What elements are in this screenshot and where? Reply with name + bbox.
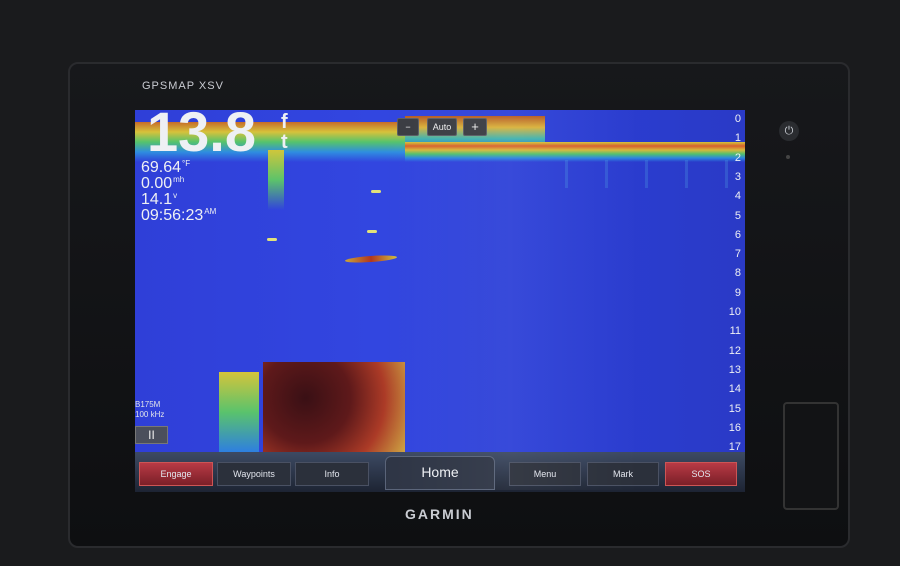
sonar-speck bbox=[371, 190, 381, 193]
depth-scale-label: 1 bbox=[734, 132, 741, 145]
voltage-unit: v bbox=[173, 191, 178, 200]
waypoints-button[interactable]: Waypoints bbox=[217, 462, 291, 486]
pause-button[interactable]: II bbox=[135, 426, 168, 444]
power-icon[interactable]: ⏻ bbox=[779, 121, 799, 141]
card-slot-door[interactable] bbox=[783, 402, 839, 510]
home-button[interactable]: Home bbox=[385, 456, 495, 490]
depth-scale-label: 13 bbox=[728, 363, 741, 376]
depth-scale-label: 16 bbox=[728, 421, 741, 434]
zoom-auto-button[interactable]: Auto bbox=[427, 118, 457, 136]
sonar-speck bbox=[367, 230, 377, 233]
vertical-return bbox=[268, 150, 284, 210]
speed-value: 0.00 bbox=[141, 175, 173, 192]
depth-readout: 13.8 bbox=[147, 110, 256, 163]
transducer-label: B175M bbox=[135, 400, 161, 409]
time-readout: 09:56:23AM bbox=[141, 208, 216, 224]
structure-return bbox=[263, 362, 405, 452]
zoom-out-button[interactable]: − bbox=[397, 118, 419, 136]
depth-scale-label: 0 bbox=[734, 113, 741, 125]
model-label: GPSMAP XSV bbox=[142, 80, 224, 92]
voltage-readout: 14.1v bbox=[141, 192, 177, 208]
water-temp-unit: °F bbox=[182, 159, 191, 168]
bottom-button-bar: Engage Waypoints Info Home Menu Mark SOS bbox=[135, 452, 745, 492]
engage-button[interactable]: Engage bbox=[139, 462, 213, 486]
status-led bbox=[786, 155, 790, 159]
depth-scale-label: 11 bbox=[729, 325, 741, 338]
menu-button[interactable]: Menu bbox=[509, 462, 581, 486]
water-temp-readout: 69.64°F bbox=[141, 160, 190, 176]
info-button[interactable]: Info bbox=[295, 462, 369, 486]
zoom-in-button[interactable]: + bbox=[463, 118, 487, 136]
depth-scale-label: 10 bbox=[728, 306, 741, 318]
sos-button[interactable]: SOS bbox=[665, 462, 737, 486]
sonar-speck bbox=[267, 238, 277, 241]
depth-unit: ft bbox=[281, 111, 288, 153]
bottom-return bbox=[405, 142, 745, 162]
sonar-screen[interactable]: 13.8 ft 69.64°F 0.00mh 14.1v 09:56:23AM … bbox=[135, 110, 745, 492]
frequency-label: 100 kHz bbox=[135, 410, 165, 419]
transducer-info: B175M 100 kHz bbox=[135, 400, 164, 420]
depth-scale-label: 5 bbox=[734, 209, 741, 222]
depth-scale-label: 9 bbox=[734, 286, 741, 299]
depth-scale-label: 15 bbox=[728, 402, 741, 415]
mark-button[interactable]: Mark bbox=[587, 462, 659, 486]
voltage-value: 14.1 bbox=[141, 191, 173, 208]
brand-logo: GARMIN bbox=[405, 506, 474, 522]
fish-arch bbox=[344, 254, 398, 264]
bottom-shadow bbox=[565, 160, 745, 188]
time-value: 09:56:23 bbox=[141, 207, 204, 224]
depth-scale-label: 8 bbox=[734, 267, 741, 280]
time-unit: AM bbox=[204, 207, 217, 216]
depth-scale-label: 4 bbox=[734, 190, 741, 203]
depth-scale-label: 14 bbox=[728, 383, 741, 396]
depth-scale-label: 7 bbox=[734, 248, 741, 261]
depth-scale-label: 6 bbox=[734, 228, 741, 241]
water-temp-value: 69.64 bbox=[141, 159, 182, 176]
speed-readout: 0.00mh bbox=[141, 176, 184, 192]
depth-scale-label: 3 bbox=[734, 170, 741, 183]
structure-return bbox=[219, 372, 259, 452]
depth-scale-label: 12 bbox=[728, 344, 741, 357]
depth-scale-label: 17 bbox=[728, 441, 741, 454]
speed-unit: mh bbox=[173, 175, 185, 184]
depth-scale-label: 2 bbox=[734, 151, 741, 164]
